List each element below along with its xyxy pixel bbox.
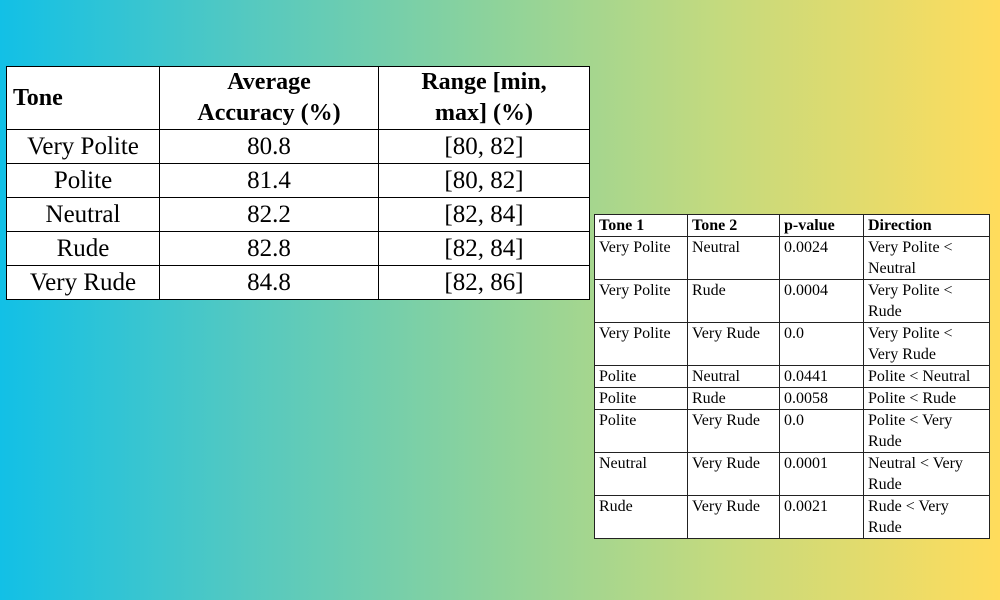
- table-row: Polite Very Rude 0.0 Polite < Very Rude: [594, 409, 990, 453]
- cell-average: 82.8: [159, 231, 379, 266]
- cell-tone2: Very Rude: [687, 409, 780, 453]
- cell-tone1: Polite: [594, 409, 688, 453]
- cell-tone1: Very Polite: [594, 236, 688, 280]
- header-tone1: Tone 1: [594, 214, 688, 237]
- cell-pvalue: 0.0441: [779, 365, 864, 388]
- cell-pvalue: 0.0001: [779, 452, 864, 496]
- pvalue-table: Tone 1 Tone 2 p-value Direction Very Pol…: [594, 214, 990, 539]
- cell-tone: Rude: [6, 231, 160, 266]
- header-average-accuracy: Average Accuracy (%): [159, 66, 379, 130]
- table-row: Very Polite Neutral 0.0024 Very Polite <…: [594, 236, 990, 280]
- cell-average: 80.8: [159, 129, 379, 164]
- cell-tone: Neutral: [6, 197, 160, 232]
- cell-tone: Very Polite: [6, 129, 160, 164]
- table-row: Rude 82.8 [82, 84]: [6, 231, 590, 266]
- cell-range: [80, 82]: [378, 163, 590, 198]
- table-row: Polite Rude 0.0058 Polite < Rude: [594, 387, 990, 410]
- cell-direction: Polite < Rude: [863, 387, 990, 410]
- cell-tone: Very Rude: [6, 265, 160, 300]
- cell-tone2: Very Rude: [687, 452, 780, 496]
- table-row: Neutral 82.2 [82, 84]: [6, 197, 590, 232]
- cell-range: [82, 84]: [378, 231, 590, 266]
- header-average-line2: Accuracy (%): [197, 100, 341, 126]
- header-direction: Direction: [863, 214, 990, 237]
- cell-range: [82, 86]: [378, 265, 590, 300]
- accuracy-table: Tone Average Accuracy (%) Range [min, ma…: [6, 66, 590, 300]
- cell-tone2: Very Rude: [687, 495, 780, 539]
- cell-tone1: Very Polite: [594, 322, 688, 366]
- cell-direction: Polite < Very Rude: [863, 409, 990, 453]
- table-row: Rude Very Rude 0.0021 Rude < Very Rude: [594, 495, 990, 539]
- cell-range: [82, 84]: [378, 197, 590, 232]
- header-tone2: Tone 2: [687, 214, 780, 237]
- cell-pvalue: 0.0058: [779, 387, 864, 410]
- cell-tone2: Rude: [687, 279, 780, 323]
- table-row: Very Polite Rude 0.0004 Very Polite < Ru…: [594, 279, 990, 323]
- cell-direction: Polite < Neutral: [863, 365, 990, 388]
- header-tone: Tone: [6, 66, 160, 130]
- cell-pvalue: 0.0: [779, 409, 864, 453]
- header-pvalue: p-value: [779, 214, 864, 237]
- cell-average: 84.8: [159, 265, 379, 300]
- cell-direction: Neutral < Very Rude: [863, 452, 990, 496]
- cell-direction: Very Polite < Rude: [863, 279, 990, 323]
- cell-tone1: Polite: [594, 387, 688, 410]
- table-row: Polite Neutral 0.0441 Polite < Neutral: [594, 365, 990, 388]
- cell-tone1: Neutral: [594, 452, 688, 496]
- cell-pvalue: 0.0024: [779, 236, 864, 280]
- cell-tone2: Rude: [687, 387, 780, 410]
- cell-tone1: Polite: [594, 365, 688, 388]
- header-average-line1: Average: [227, 69, 311, 95]
- table-row: Neutral Very Rude 0.0001 Neutral < Very …: [594, 452, 990, 496]
- cell-tone2: Neutral: [687, 365, 780, 388]
- table-row: Very Polite Very Rude 0.0 Very Polite < …: [594, 322, 990, 366]
- table-row: Very Polite 80.8 [80, 82]: [6, 129, 590, 164]
- header-range-line2: max] (%): [435, 100, 533, 126]
- cell-direction: Rude < Very Rude: [863, 495, 990, 539]
- cell-pvalue: 0.0004: [779, 279, 864, 323]
- cell-pvalue: 0.0021: [779, 495, 864, 539]
- cell-tone2: Neutral: [687, 236, 780, 280]
- cell-direction: Very Polite < Neutral: [863, 236, 990, 280]
- cell-pvalue: 0.0: [779, 322, 864, 366]
- cell-tone2: Very Rude: [687, 322, 780, 366]
- cell-range: [80, 82]: [378, 129, 590, 164]
- cell-average: 82.2: [159, 197, 379, 232]
- cell-direction: Very Polite < Very Rude: [863, 322, 990, 366]
- header-range-line1: Range [min,: [421, 69, 547, 95]
- pvalue-table-header: Tone 1 Tone 2 p-value Direction: [594, 214, 990, 237]
- cell-tone1: Very Polite: [594, 279, 688, 323]
- cell-tone1: Rude: [594, 495, 688, 539]
- cell-tone: Polite: [6, 163, 160, 198]
- table-row: Very Rude 84.8 [82, 86]: [6, 265, 590, 300]
- header-range: Range [min, max] (%): [378, 66, 590, 130]
- accuracy-table-header: Tone Average Accuracy (%) Range [min, ma…: [6, 66, 590, 130]
- table-row: Polite 81.4 [80, 82]: [6, 163, 590, 198]
- cell-average: 81.4: [159, 163, 379, 198]
